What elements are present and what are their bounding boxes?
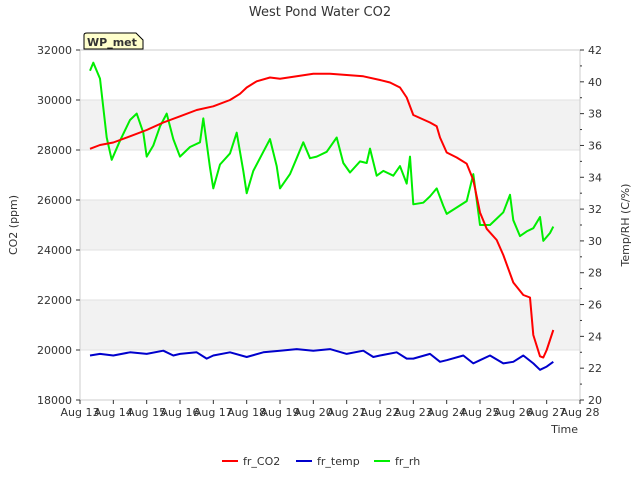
x-axis-label: Time	[550, 423, 578, 436]
band-2	[80, 100, 580, 150]
x-tick-label: Aug 24	[427, 406, 466, 419]
y-left-tick-label: 22000	[37, 294, 72, 307]
y-right-tick-label: 22	[588, 362, 602, 375]
legend: fr_CO2 fr_temp fr_rh	[222, 455, 420, 468]
y-right-tick-label: 38	[588, 108, 602, 121]
series-layer	[89, 61, 555, 371]
badge-shape	[83, 32, 144, 50]
y-right-tick-label: 40	[588, 76, 602, 89]
y-right-tick-label: 20	[588, 394, 602, 407]
x-tick-label: Aug 25	[461, 406, 500, 419]
series-line-fr-co2	[89, 72, 555, 359]
x-tick-label: Aug 26	[494, 406, 533, 419]
y-right-axis-label: Temp/RH (C/%)	[619, 184, 632, 268]
y-left-tick-label: 24000	[37, 244, 72, 257]
y-right-tick-label: 42	[588, 44, 602, 57]
x-tick-label: Aug 20	[294, 406, 333, 419]
x-tick-label: Aug 14	[94, 406, 133, 419]
x-tick-label: Aug 18	[227, 406, 266, 419]
y-left-tick-label: 18000	[37, 394, 72, 407]
legend-label-fr-temp: fr_temp	[317, 455, 360, 468]
x-tick-label: Aug 21	[327, 406, 366, 419]
y-left-tick-label: 28000	[37, 144, 72, 157]
y-left-axis-ticks: 18000 20000 22000 24000 26000 28000 30000 32000	[37, 44, 80, 407]
x-tick-label: Aug 19	[261, 406, 300, 419]
x-tick-label: Aug 28	[561, 406, 600, 419]
y-right-tick-label: 28	[588, 267, 602, 280]
band-0	[80, 300, 580, 350]
x-tick-label: Aug 13	[61, 406, 100, 419]
y-left-tick-label: 30000	[37, 94, 72, 107]
y-left-tick-label: 32000	[37, 44, 72, 57]
x-tick-label: Aug 23	[394, 406, 433, 419]
y-left-axis-label: CO2 (ppm)	[7, 195, 20, 255]
y-left-tick-label: 26000	[37, 194, 72, 207]
chart-title: West Pond Water CO2	[249, 5, 391, 20]
y-right-tick-label: 32	[588, 203, 602, 216]
legend-label-fr-rh: fr_rh	[395, 455, 420, 468]
x-tick-label: Aug 15	[127, 406, 166, 419]
y-right-tick-label: 26	[588, 299, 602, 312]
y-left-tick-label: 20000	[37, 344, 72, 357]
x-tick-label: Aug 27	[527, 406, 566, 419]
y-right-tick-label: 36	[588, 139, 602, 152]
x-tick-label: Aug 16	[161, 406, 200, 419]
x-tick-label: Aug 17	[194, 406, 233, 419]
y-right-tick-label: 24	[588, 330, 602, 343]
series-line-fr-temp	[89, 348, 554, 371]
station-badge: WP_met	[83, 32, 144, 50]
y-right-tick-label: 30	[588, 235, 602, 248]
y-right-axis-ticks: 20 22 24 26 28 30 32 34 36 38 40 42	[580, 44, 602, 407]
badge-label: WP_met	[87, 36, 137, 49]
legend-label-fr-co2: fr_CO2	[243, 455, 280, 468]
y-right-tick-label: 34	[588, 171, 602, 184]
background-bands	[80, 100, 580, 350]
x-tick-label: Aug 22	[361, 406, 400, 419]
